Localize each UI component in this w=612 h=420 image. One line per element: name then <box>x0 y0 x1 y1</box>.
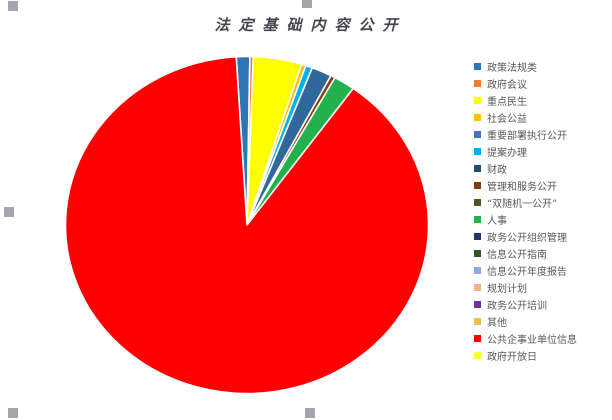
legend-swatch-icon <box>474 63 481 70</box>
legend-swatch-icon <box>474 199 481 206</box>
legend-swatch-icon <box>474 80 481 87</box>
legend-item[interactable]: 信息公开指南 <box>474 245 577 262</box>
legend-item[interactable]: 公共企事业单位信息 <box>474 330 577 347</box>
legend-swatch-icon <box>474 318 481 325</box>
legend-label: 政策法规类 <box>487 63 537 74</box>
legend-label: 公共企事业单位信息 <box>487 335 577 346</box>
pie-chart[interactable] <box>64 55 430 395</box>
legend-item[interactable]: 政府会议 <box>474 75 577 92</box>
legend: 政策法规类政府会议重点民生社会公益重要部署执行公开 提案办理财政管理和服务公开 “双… <box>474 58 577 364</box>
legend-label: 管理和服务公开 <box>487 182 557 193</box>
legend-label: 政府开放日 <box>487 352 537 363</box>
legend-item[interactable]: 重要部署执行公开 <box>474 126 577 143</box>
legend-swatch-icon <box>474 114 481 121</box>
legend-label: 其他 <box>487 318 507 329</box>
chart-title: 法定基础内容公开 <box>214 16 407 34</box>
legend-label: 政务公开组织管理 <box>487 233 567 244</box>
legend-item[interactable]: 规划计划 <box>474 279 577 296</box>
legend-label: 社会公益 <box>487 114 527 125</box>
legend-label: 重要部署执行公开 <box>487 131 567 142</box>
legend-label: 重点民生 <box>487 97 527 108</box>
legend-item[interactable]: 提案办理 <box>474 143 577 160</box>
legend-item[interactable]: 重点民生 <box>474 92 577 109</box>
legend-item[interactable]: 财政 <box>474 160 577 177</box>
legend-label: 政府会议 <box>487 80 527 91</box>
legend-swatch-icon <box>474 216 481 223</box>
legend-swatch-icon <box>474 233 481 240</box>
legend-item[interactable]: 政府开放日 <box>474 347 577 364</box>
legend-swatch-icon <box>474 301 481 308</box>
pie-slice[interactable] <box>64 56 430 395</box>
legend-item[interactable]: 政策法规类 <box>474 58 577 75</box>
legend-swatch-icon <box>474 165 481 172</box>
legend-swatch-icon <box>474 352 481 359</box>
legend-swatch-icon <box>474 148 481 155</box>
legend-item[interactable]: 信息公开年度报告 <box>474 262 577 279</box>
legend-label: 信息公开指南 <box>487 250 547 261</box>
legend-swatch-icon <box>474 267 481 274</box>
selection-handle-left-middle[interactable] <box>4 207 14 217</box>
legend-item[interactable]: 管理和服务公开 <box>474 177 577 194</box>
legend-swatch-icon <box>474 250 481 257</box>
selection-handle-bottom-left[interactable] <box>8 408 18 418</box>
legend-swatch-icon <box>474 97 481 104</box>
legend-item[interactable]: 政务公开组织管理 <box>474 228 577 245</box>
selection-handle-bottom-center[interactable] <box>305 408 315 418</box>
selection-handle-top-left[interactable] <box>8 1 18 11</box>
legend-label: “双随机一公开” <box>487 199 558 210</box>
legend-label: 政务公开培训 <box>487 301 547 312</box>
legend-swatch-icon <box>474 182 481 189</box>
legend-item[interactable]: 政务公开培训 <box>474 296 577 313</box>
selection-handle-top-center[interactable] <box>302 0 312 8</box>
legend-label: 人事 <box>487 216 507 227</box>
legend-label: 财政 <box>487 165 507 176</box>
legend-item[interactable]: “双随机一公开” <box>474 194 577 211</box>
legend-swatch-icon <box>474 131 481 138</box>
legend-label: 规划计划 <box>487 284 527 295</box>
legend-item[interactable]: 社会公益 <box>474 109 577 126</box>
legend-item[interactable]: 其他 <box>474 313 577 330</box>
legend-label: 信息公开年度报告 <box>487 267 567 278</box>
legend-label: 提案办理 <box>487 148 527 159</box>
legend-swatch-icon <box>474 335 481 342</box>
legend-swatch-icon <box>474 284 481 291</box>
legend-item[interactable]: 人事 <box>474 211 577 228</box>
